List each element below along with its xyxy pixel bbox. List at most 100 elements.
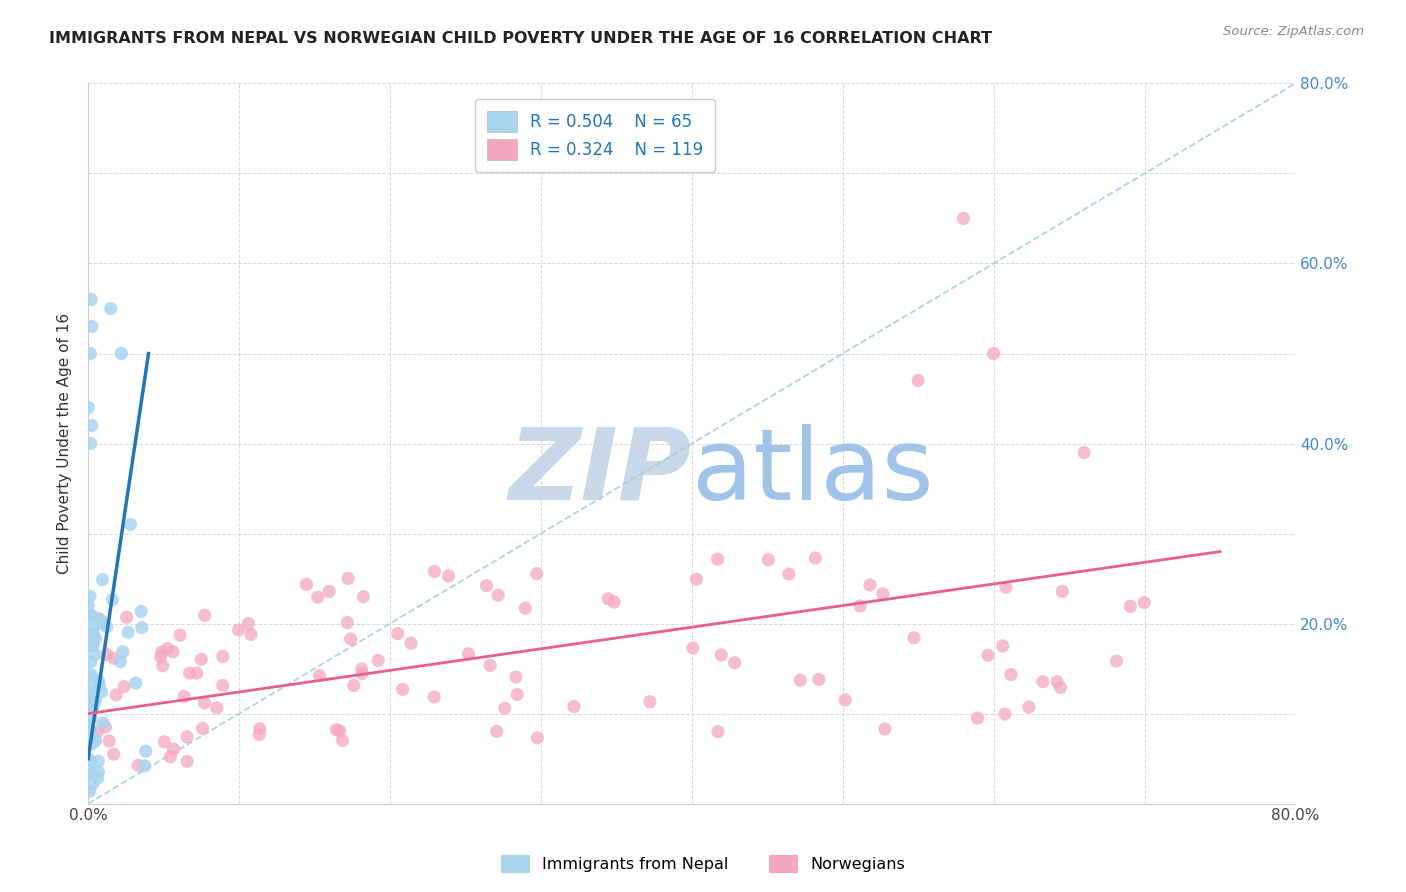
- Point: [156, 641, 179, 656]
- Point: [485, 724, 508, 739]
- Point: [77, 599, 100, 613]
- Point: [82, 635, 104, 649]
- Point: [90, 613, 112, 627]
- Point: [101, 592, 124, 607]
- Point: [789, 673, 811, 688]
- Point: [903, 631, 925, 645]
- Point: [152, 658, 174, 673]
- Point: [90, 685, 112, 699]
- Point: [193, 696, 215, 710]
- Point: [325, 723, 347, 737]
- Point: [80, 687, 103, 701]
- Point: [352, 590, 374, 604]
- Point: [124, 676, 146, 690]
- Point: [87, 673, 110, 688]
- Point: [80, 609, 103, 624]
- Point: [186, 666, 208, 681]
- Point: [98, 734, 121, 748]
- Point: [127, 758, 149, 772]
- Point: [87, 754, 110, 768]
- Point: [873, 722, 896, 736]
- Point: [526, 731, 548, 745]
- Point: [506, 688, 529, 702]
- Point: [162, 742, 184, 756]
- Legend: R = 0.504    N = 65, R = 0.324    N = 119: R = 0.504 N = 65, R = 0.324 N = 119: [475, 99, 716, 172]
- Point: [100, 301, 122, 316]
- Point: [77, 752, 100, 766]
- Point: [211, 649, 233, 664]
- Point: [352, 666, 374, 681]
- Point: [872, 587, 894, 601]
- Point: [1046, 674, 1069, 689]
- Point: [457, 647, 479, 661]
- Point: [307, 590, 329, 604]
- Point: [343, 678, 366, 692]
- Point: [1032, 674, 1054, 689]
- Point: [952, 211, 974, 226]
- Point: [79, 589, 101, 603]
- Point: [84, 631, 107, 645]
- Point: [849, 599, 872, 613]
- Point: [994, 707, 1017, 722]
- Point: [150, 645, 173, 659]
- Point: [79, 784, 101, 798]
- Point: [82, 701, 104, 715]
- Point: [804, 551, 827, 566]
- Point: [318, 584, 340, 599]
- Point: [176, 730, 198, 744]
- Point: [77, 610, 100, 624]
- Point: [486, 588, 509, 602]
- Point: [367, 653, 389, 667]
- Point: [475, 579, 498, 593]
- Point: [110, 346, 132, 360]
- Point: [994, 580, 1017, 594]
- Point: [80, 293, 103, 307]
- Point: [79, 655, 101, 669]
- Point: [105, 688, 128, 702]
- Point: [83, 732, 105, 747]
- Point: [211, 678, 233, 692]
- Point: [80, 436, 103, 450]
- Point: [129, 604, 152, 618]
- Point: [80, 319, 103, 334]
- Point: [79, 735, 101, 749]
- Y-axis label: Child Poverty Under the Age of 16: Child Poverty Under the Age of 16: [58, 313, 72, 574]
- Point: [83, 626, 105, 640]
- Point: [80, 737, 103, 751]
- Point: [505, 670, 527, 684]
- Point: [724, 656, 747, 670]
- Point: [79, 755, 101, 769]
- Point: [1133, 596, 1156, 610]
- Point: [966, 711, 988, 725]
- Point: [295, 577, 318, 591]
- Point: [84, 733, 107, 747]
- Point: [80, 609, 103, 624]
- Text: ZIP: ZIP: [509, 424, 692, 521]
- Point: [79, 632, 101, 646]
- Point: [1052, 584, 1074, 599]
- Point: [238, 616, 260, 631]
- Point: [191, 722, 214, 736]
- Point: [111, 645, 134, 659]
- Point: [983, 346, 1005, 360]
- Point: [80, 711, 103, 725]
- Point: [82, 676, 104, 690]
- Point: [120, 517, 142, 532]
- Point: [638, 695, 661, 709]
- Point: [591, 148, 613, 162]
- Point: [80, 418, 103, 433]
- Point: [337, 571, 360, 585]
- Point: [135, 744, 157, 758]
- Point: [308, 668, 330, 682]
- Point: [162, 645, 184, 659]
- Point: [84, 694, 107, 708]
- Point: [84, 648, 107, 662]
- Point: [239, 627, 262, 641]
- Point: [685, 572, 707, 586]
- Point: [87, 612, 110, 626]
- Point: [423, 690, 446, 704]
- Point: [907, 374, 929, 388]
- Point: [134, 759, 156, 773]
- Point: [89, 678, 111, 692]
- Point: [94, 720, 117, 734]
